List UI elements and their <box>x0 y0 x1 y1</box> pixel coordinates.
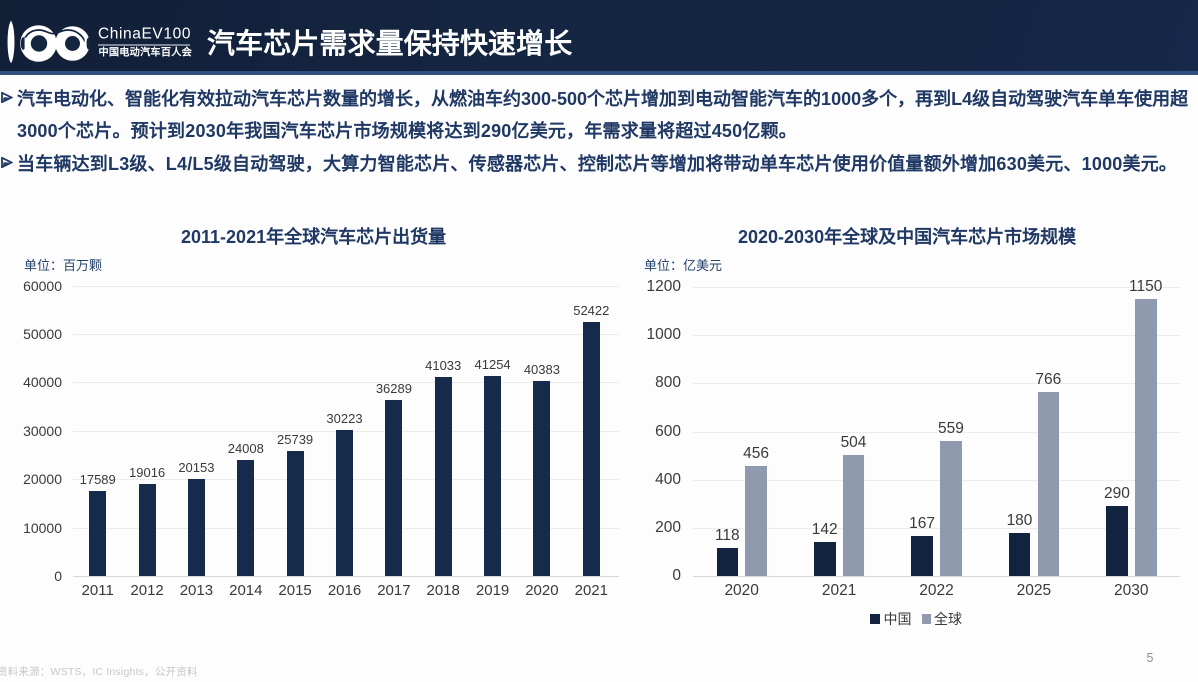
svg-text:ChinaEV100: ChinaEV100 <box>98 26 191 43</box>
svg-text:中国电动汽车百人会: 中国电动汽车百人会 <box>99 46 193 59</box>
